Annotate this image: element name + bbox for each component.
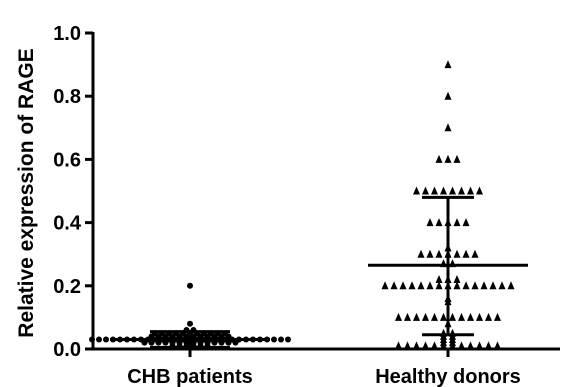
data-point bbox=[453, 154, 461, 163]
data-point bbox=[444, 123, 452, 132]
data-point bbox=[408, 281, 416, 290]
data-point bbox=[480, 281, 488, 290]
data-point bbox=[232, 339, 239, 346]
y-tick-label: 0.6 bbox=[53, 149, 81, 171]
data-point bbox=[431, 312, 438, 321]
data-point bbox=[103, 336, 109, 343]
data-point bbox=[458, 341, 465, 350]
data-point bbox=[187, 320, 193, 327]
data-point bbox=[435, 154, 443, 163]
data-point bbox=[148, 339, 155, 346]
y-tick-label: 0.4 bbox=[53, 213, 82, 235]
axis-labels: 0.0 0.2 0.4 0.6 0.8 1.0 CHB patients Healthy do… bbox=[15, 23, 521, 387]
data-point bbox=[187, 282, 193, 289]
data-point bbox=[476, 186, 483, 195]
data-point bbox=[453, 218, 461, 227]
data-point bbox=[440, 312, 447, 321]
data-point bbox=[395, 312, 402, 321]
data-point bbox=[431, 186, 438, 195]
data-point bbox=[162, 339, 169, 346]
data-point bbox=[440, 186, 447, 195]
data-point bbox=[431, 341, 438, 350]
data-point bbox=[278, 336, 284, 343]
x-tick-label: Healthy donors bbox=[375, 366, 521, 387]
data-point bbox=[476, 312, 483, 321]
data-point bbox=[285, 336, 291, 343]
y-tick-label: 0.8 bbox=[53, 86, 81, 108]
data-point bbox=[413, 186, 420, 195]
data-point bbox=[422, 186, 429, 195]
y-tick-label: 1.0 bbox=[53, 23, 81, 45]
data-point bbox=[485, 341, 492, 350]
data-point bbox=[435, 274, 443, 283]
data-point bbox=[381, 281, 389, 290]
data-point bbox=[444, 91, 452, 100]
data-point bbox=[417, 249, 425, 258]
data-point bbox=[426, 218, 434, 227]
data-point bbox=[449, 312, 456, 321]
data-point bbox=[426, 281, 434, 290]
data-point bbox=[453, 274, 461, 283]
data-point bbox=[211, 339, 218, 346]
data-point bbox=[413, 341, 420, 350]
data-point bbox=[471, 249, 479, 258]
data-point bbox=[96, 336, 102, 343]
data-point bbox=[141, 339, 148, 346]
data-point bbox=[449, 186, 456, 195]
data-point bbox=[413, 312, 420, 321]
data-point bbox=[471, 281, 479, 290]
data-point bbox=[453, 281, 461, 290]
data-point bbox=[417, 281, 425, 290]
data-point bbox=[462, 249, 470, 258]
data-point bbox=[435, 218, 443, 227]
data-point bbox=[435, 281, 443, 290]
data-point bbox=[422, 312, 429, 321]
data-point bbox=[395, 341, 402, 350]
data-point bbox=[507, 281, 515, 290]
data-point bbox=[218, 339, 225, 346]
data-point bbox=[489, 281, 497, 290]
data-point bbox=[449, 341, 456, 350]
data-point bbox=[476, 341, 483, 350]
data-point bbox=[225, 339, 232, 346]
data-point bbox=[155, 339, 162, 346]
data-point bbox=[89, 336, 95, 343]
axes bbox=[85, 31, 560, 357]
data-point bbox=[498, 281, 506, 290]
data-point bbox=[485, 312, 492, 321]
error-bars bbox=[110, 195, 528, 349]
data-point bbox=[458, 186, 465, 195]
y-axis-title: Relative expression of RAGE bbox=[15, 48, 38, 337]
data-point bbox=[399, 281, 407, 290]
data-point bbox=[462, 218, 470, 227]
data-point bbox=[435, 249, 443, 258]
data-point bbox=[462, 281, 470, 290]
data-point bbox=[422, 341, 429, 350]
data-point bbox=[494, 341, 501, 350]
data-point bbox=[404, 312, 411, 321]
data-point bbox=[271, 336, 277, 343]
data-point bbox=[467, 312, 474, 321]
data-point bbox=[458, 312, 465, 321]
data-point bbox=[444, 60, 452, 69]
data-marks bbox=[89, 60, 515, 350]
data-point bbox=[444, 154, 452, 163]
y-tick-label: 0.2 bbox=[53, 276, 81, 298]
data-point bbox=[467, 186, 474, 195]
data-point bbox=[426, 249, 434, 258]
data-point bbox=[467, 341, 474, 350]
x-tick-label: CHB patients bbox=[127, 366, 253, 387]
y-tick-label: 0.0 bbox=[53, 339, 81, 361]
data-point bbox=[404, 341, 411, 350]
data-point bbox=[390, 281, 398, 290]
data-point bbox=[453, 249, 461, 258]
data-point bbox=[440, 341, 447, 350]
data-point bbox=[494, 312, 501, 321]
